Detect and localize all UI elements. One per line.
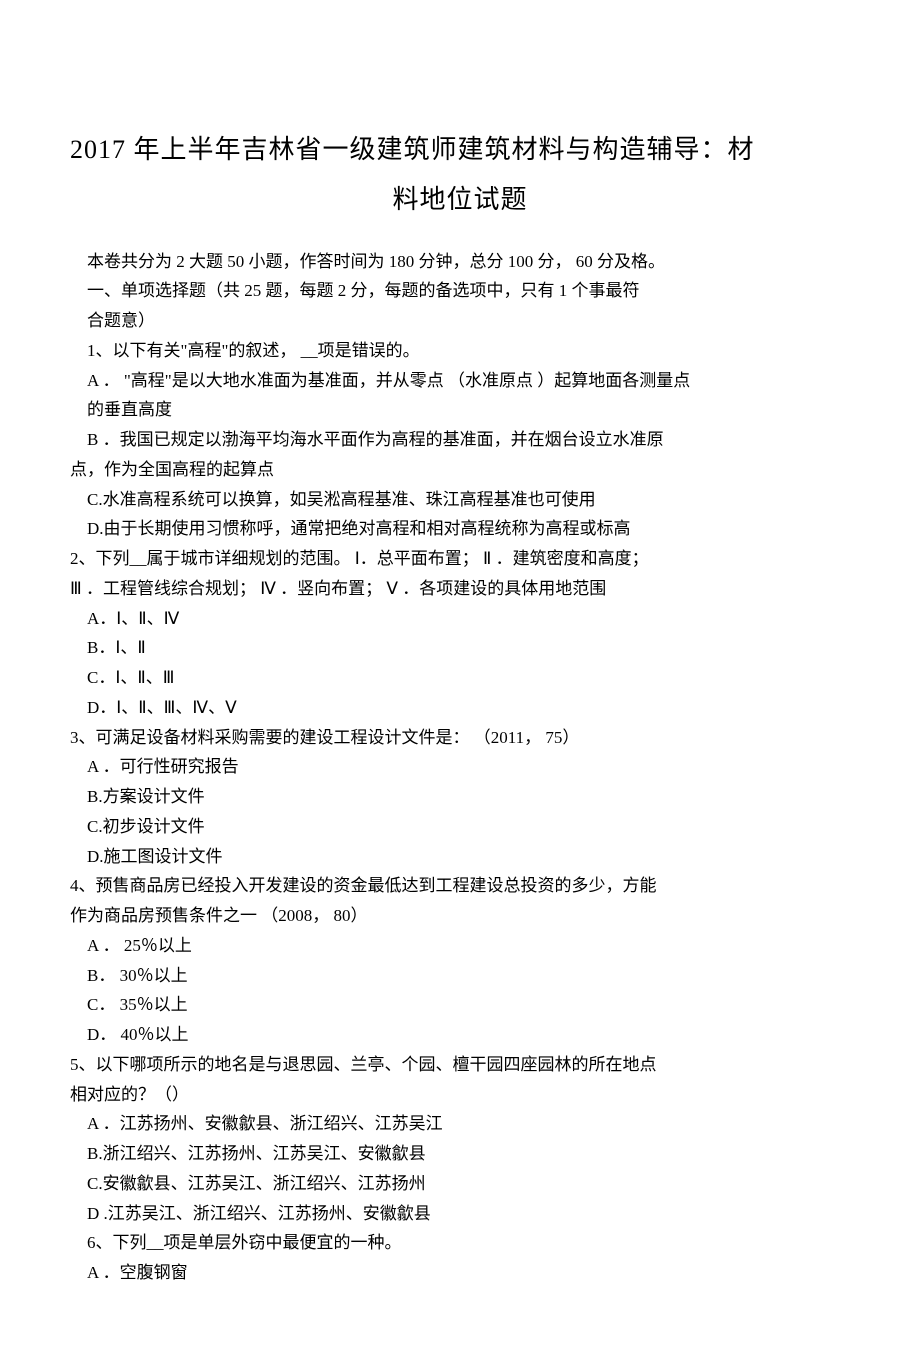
q6-option-a: A ．空腹钢窗 [70, 1258, 850, 1288]
q4-option-b: B． 30％以上 [70, 961, 850, 991]
question-4b: 作为商品房预售条件之一 （2008， 80） [70, 901, 850, 931]
q3-option-d: D.施工图设计文件 [70, 842, 850, 872]
q3-option-c: C.初步设计文件 [70, 812, 850, 842]
q4-option-d: D． 40％以上 [70, 1020, 850, 1050]
q2-option-a: A．Ⅰ、Ⅱ、Ⅳ [70, 604, 850, 634]
q1-option-b2: 点，作为全国高程的起算点 [70, 455, 850, 485]
question-4: 4、预售商品房已经投入开发建设的资金最低达到工程建设总投资的多少，方能 [70, 871, 850, 901]
question-2b: Ⅲ ．工程管线综合规划； Ⅳ ．竖向布置； Ⅴ ．各项建设的具体用地范围 [70, 574, 850, 604]
q1-option-a2: 的垂直高度 [70, 395, 850, 425]
q1-option-c: C.水准高程系统可以换算，如吴淞高程基准、珠江高程基准也可使用 [70, 485, 850, 515]
question-6: 6、下列__项是单层外窃中最便宜的一种。 [70, 1228, 850, 1258]
q5-option-d: D .江苏吴江、浙江绍兴、江苏扬州、安徽歙县 [70, 1199, 850, 1229]
q3-option-b: B.方案设计文件 [70, 782, 850, 812]
q5-option-b: B.浙江绍兴、江苏扬州、江苏吴江、安徽歙县 [70, 1139, 850, 1169]
question-3: 3、可满足设备材料采购需要的建设工程设计文件是： （2011， 75） [70, 723, 850, 753]
intro-line1: 本卷共分为 2 大题 50 小题，作答时间为 180 分钟，总分 100 分， … [70, 247, 850, 277]
document-page: 2017 年上半年吉林省一级建筑师建筑材料与构造辅导：材 料地位试题 本卷共分为… [0, 0, 920, 1348]
q5-option-c: C.安徽歙县、江苏吴江、浙江绍兴、江苏扬州 [70, 1169, 850, 1199]
intro-line2b: 合题意） [70, 306, 850, 336]
title-line2: 料地位试题 [70, 177, 850, 223]
question-5b: 相对应的？（） [70, 1080, 850, 1110]
question-2: 2、下列__属于城市详细规划的范围。 Ⅰ．总平面布置； Ⅱ ．建筑密度和高度； [70, 544, 850, 574]
q1-option-a: A ． "高程"是以大地水准面为基准面，并从零点 （水准原点 ）起算地面各测量点 [70, 366, 850, 396]
q3-option-a: A ．可行性研究报告 [70, 752, 850, 782]
q1-option-d: D.由于长期使用习惯称呼，通常把绝对高程和相对高程统称为高程或标高 [70, 514, 850, 544]
q1-option-b: B ．我国已规定以渤海平均海水平面作为高程的基准面，并在烟台设立水准原 [70, 425, 850, 455]
q4-option-a: A ． 25％以上 [70, 931, 850, 961]
intro-line2: 一、单项选择题（共 25 题，每题 2 分，每题的备选项中，只有 1 个事最符 [70, 276, 850, 306]
q2-option-d: D．Ⅰ、Ⅱ、Ⅲ、Ⅳ、Ⅴ [70, 693, 850, 723]
question-5: 5、以下哪项所示的地名是与退思园、兰亭、个园、檀干园四座园林的所在地点 [70, 1050, 850, 1080]
q2-option-c: C．Ⅰ、Ⅱ、Ⅲ [70, 663, 850, 693]
q4-option-c: C． 35％以上 [70, 990, 850, 1020]
title-line1: 2017 年上半年吉林省一级建筑师建筑材料与构造辅导：材 [70, 130, 850, 169]
question-1: 1、以下有关"高程"的叙述， __项是错误的。 [70, 336, 850, 366]
q5-option-a: A ．江苏扬州、安徽歙县、浙江绍兴、江苏吴江 [70, 1109, 850, 1139]
q2-option-b: B．Ⅰ、Ⅱ [70, 633, 850, 663]
